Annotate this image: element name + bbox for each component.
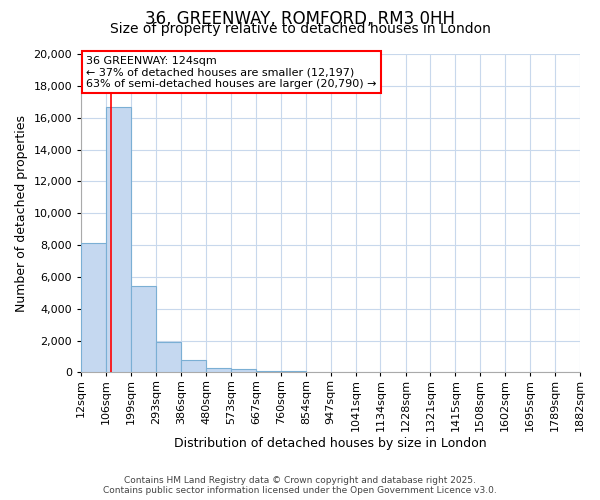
Bar xyxy=(206,368,231,372)
Bar xyxy=(106,106,131,372)
Bar xyxy=(81,244,106,372)
Bar xyxy=(156,342,181,372)
Text: Contains HM Land Registry data © Crown copyright and database right 2025.
Contai: Contains HM Land Registry data © Crown c… xyxy=(103,476,497,495)
Text: 36 GREENWAY: 124sqm
← 37% of detached houses are smaller (12,197)
63% of semi-de: 36 GREENWAY: 124sqm ← 37% of detached ho… xyxy=(86,56,377,89)
Bar xyxy=(231,369,256,372)
Bar xyxy=(181,360,206,372)
Y-axis label: Number of detached properties: Number of detached properties xyxy=(15,114,28,312)
X-axis label: Distribution of detached houses by size in London: Distribution of detached houses by size … xyxy=(174,437,487,450)
Text: Size of property relative to detached houses in London: Size of property relative to detached ho… xyxy=(110,22,490,36)
Bar xyxy=(131,286,156,372)
Bar xyxy=(256,371,281,372)
Text: 36, GREENWAY, ROMFORD, RM3 0HH: 36, GREENWAY, ROMFORD, RM3 0HH xyxy=(145,10,455,28)
